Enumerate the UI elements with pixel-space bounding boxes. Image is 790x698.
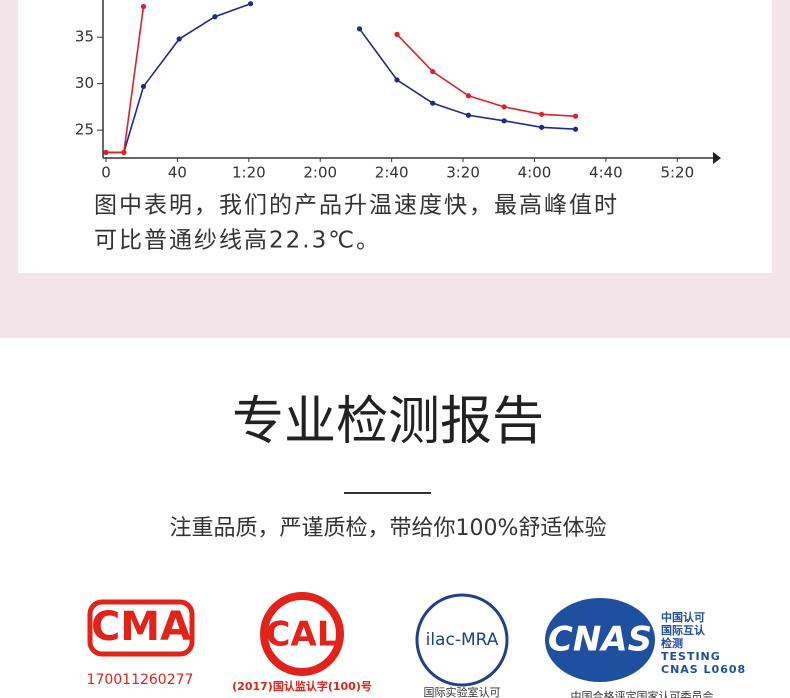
- data-point: [248, 1, 254, 7]
- logo-text: 中国认可: [661, 610, 705, 624]
- logo-label: 国际实验室认可: [424, 685, 501, 698]
- chart: 25 30 35 0 40 1:20 2:00 2:40 3:20 4:00 4:40 5:20: [75, 0, 721, 182]
- x-tick-label: 5:20: [660, 164, 694, 182]
- x-tick-label: 4:40: [589, 164, 623, 182]
- cma-frame: [87, 599, 195, 657]
- data-point: [430, 100, 436, 106]
- logo-text: CNAS L0608: [661, 663, 746, 676]
- cnas-ellipse: [545, 598, 655, 682]
- data-point: [539, 124, 545, 130]
- logo-text: 检测: [661, 636, 683, 650]
- data-point: [121, 149, 127, 156]
- data-point: [356, 26, 363, 32]
- y-tick-label: 35: [75, 28, 94, 46]
- x-tick-label: 2:00: [303, 164, 337, 182]
- data-point: [465, 93, 472, 99]
- data-point: [539, 111, 545, 117]
- y-tick-label: 30: [75, 74, 94, 92]
- section-subtitle: 注重品质，严谨质检，带给你100%舒适体验: [170, 516, 607, 541]
- ilac-ring: [415, 593, 509, 687]
- x-tick-label: 3:20: [446, 164, 480, 182]
- x-tick-label: 1:20: [232, 164, 266, 182]
- x-tick-label: 2:40: [375, 164, 409, 182]
- logo-label: 中国合格评定国家认可委员会: [571, 689, 714, 698]
- logo-mark: CMA: [91, 604, 191, 650]
- data-point: [140, 3, 147, 10]
- card: [18, 0, 772, 273]
- x-tick-label: 40: [168, 164, 187, 182]
- caption: 可比普通纱线高22.3℃。: [94, 228, 381, 254]
- logo-label: 170011260277: [87, 672, 194, 688]
- data-point: [212, 14, 218, 20]
- logo-mark: ilac-MRA: [426, 630, 499, 650]
- section-title: 专业检测报告: [232, 392, 544, 452]
- data-point: [501, 118, 507, 124]
- cal-ring: [260, 592, 344, 676]
- data-point: [572, 113, 579, 119]
- data-point: [103, 149, 109, 156]
- data-point: [501, 104, 507, 110]
- x-tick-label: 4:00: [518, 164, 552, 182]
- x-axis-arrow: [713, 152, 721, 164]
- data-point: [394, 77, 400, 83]
- x-tick-label: 0: [101, 164, 111, 182]
- logo-mark: CAL: [266, 615, 339, 655]
- data-point: [394, 31, 400, 37]
- data-point: [430, 68, 436, 75]
- caption: 图中表明，我们的产品升温速度快，最高峰值时: [94, 193, 619, 219]
- logo-mark: CNAS: [548, 620, 652, 660]
- data-point: [140, 83, 147, 90]
- data-point: [465, 112, 472, 118]
- logo-label: (2017)国认监认字(100)号: [232, 679, 372, 693]
- logo-text: TESTING: [661, 650, 721, 663]
- data-point: [572, 126, 579, 132]
- y-tick-label: 25: [75, 121, 94, 139]
- data-point: [176, 36, 182, 42]
- logo-text: 国际互认: [661, 623, 706, 637]
